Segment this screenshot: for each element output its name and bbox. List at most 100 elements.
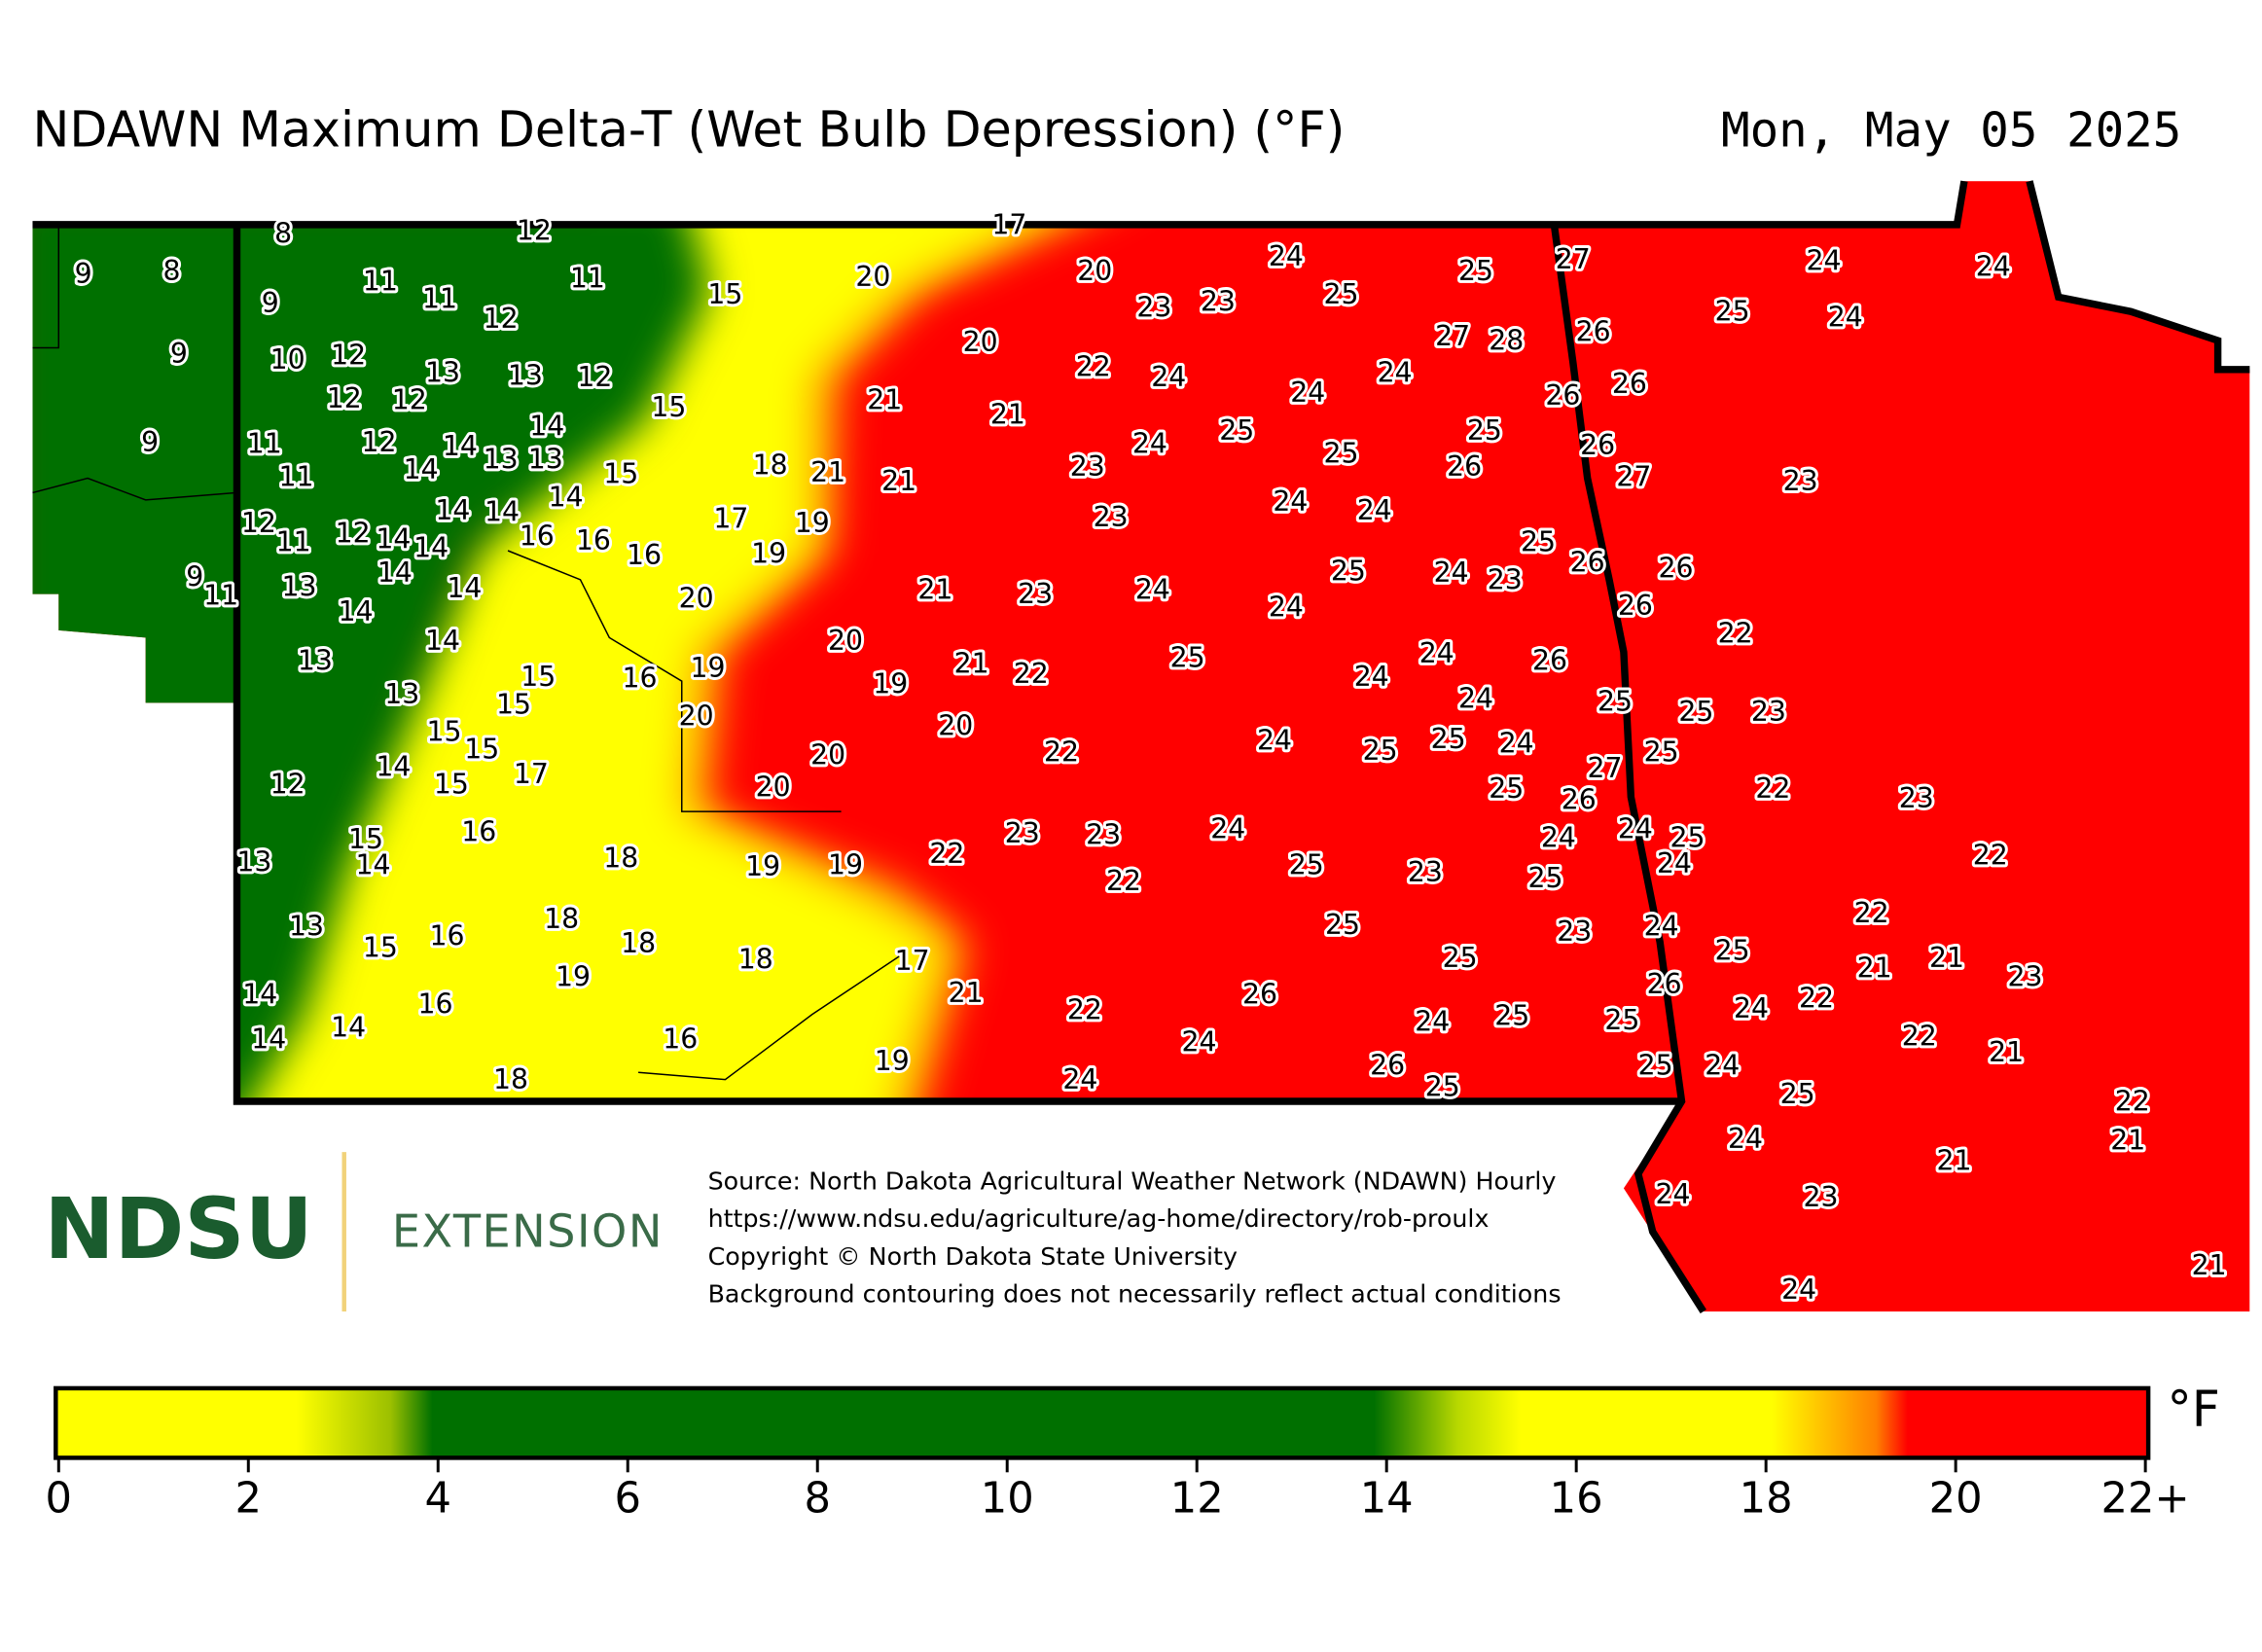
station-value: 25 (1678, 696, 1713, 728)
colorbar-tick-label: 8 (804, 1475, 830, 1524)
station-value: 16 (623, 663, 658, 695)
station-value: 25 (1715, 935, 1750, 967)
station-value: 25 (1443, 942, 1478, 974)
station-value: 11 (570, 262, 605, 294)
colorbar-tick-label: 20 (1929, 1475, 1983, 1524)
station-value: 22 (1106, 865, 1141, 897)
station-value: 24 (1806, 245, 1841, 277)
contour-background (32, 181, 2250, 1311)
station-value: 18 (753, 449, 788, 482)
station-value: 12 (336, 518, 371, 550)
station-value: 24 (1828, 302, 1863, 334)
station-value: 17 (895, 945, 930, 977)
station-value: 20 (855, 261, 890, 293)
station-value: 13 (282, 571, 317, 603)
station-value: 25 (1494, 1000, 1529, 1032)
station-value: 25 (1467, 414, 1502, 447)
station-value: 18 (544, 903, 579, 935)
station-value: 24 (1734, 992, 1769, 1024)
station-value: 24 (1644, 910, 1679, 942)
station-value: 24 (1499, 728, 1534, 760)
station-value: 20 (679, 583, 714, 615)
station-value: 26 (1242, 978, 1277, 1010)
station-value: 26 (1576, 316, 1611, 348)
station-value: 12 (392, 384, 427, 416)
station-value: 20 (810, 739, 845, 772)
station-value: 25 (1289, 849, 1324, 881)
colorbar-tick-label: 4 (425, 1475, 451, 1524)
colorbar-tick-label: 22+ (2101, 1475, 2190, 1524)
station-value: 14 (339, 595, 374, 628)
station-value: 23 (1557, 916, 1592, 948)
station-value: 23 (1408, 856, 1443, 888)
station-value: 12 (484, 303, 519, 335)
station-value: 23 (1086, 818, 1121, 850)
station-value: 25 (1644, 736, 1679, 769)
station-value: 25 (1323, 438, 1358, 470)
colorbar-tick-label: 2 (235, 1475, 262, 1524)
station-value: 15 (348, 823, 383, 855)
station-value: 24 (1269, 240, 1304, 272)
station-value: 23 (1803, 1181, 1838, 1213)
station-value: 22 (1799, 983, 1834, 1015)
station-value: 12 (517, 214, 552, 246)
colorbar-tick-label: 10 (981, 1475, 1034, 1524)
station-value: 26 (1618, 590, 1653, 622)
station-value: 9 (141, 426, 159, 458)
station-value: 26 (1562, 784, 1597, 816)
station-value: 19 (795, 507, 830, 539)
station-value: 11 (276, 526, 311, 558)
station-value: 16 (627, 539, 662, 571)
source-line: Background contouring does not necessari… (708, 1279, 1562, 1309)
station-value: 24 (1132, 427, 1167, 459)
station-value: 25 (1425, 1071, 1460, 1103)
station-value: 25 (1527, 862, 1562, 894)
station-value: 23 (2007, 960, 2042, 992)
station-value: 11 (422, 282, 457, 314)
station-value: 15 (603, 458, 638, 490)
station-value: 24 (1062, 1063, 1097, 1095)
station-value: 14 (376, 523, 411, 556)
station-value: 24 (1273, 485, 1308, 518)
station-value: 25 (1431, 723, 1466, 755)
station-value: 23 (1005, 817, 1040, 849)
station-value: 21 (1989, 1036, 2024, 1068)
station-value: 11 (247, 427, 282, 459)
station-value: 18 (603, 842, 638, 874)
colorbar-tick-label: 12 (1170, 1475, 1224, 1524)
station-value: 26 (1659, 552, 1694, 584)
station-value: 14 (355, 849, 390, 881)
station-value: 9 (170, 338, 188, 370)
station-value: 25 (1323, 278, 1358, 310)
station-value: 11 (203, 580, 238, 612)
station-value: 24 (1419, 637, 1454, 669)
station-value: 12 (577, 361, 612, 393)
station-value: 13 (425, 356, 460, 388)
station-value: 21 (990, 398, 1025, 430)
station-value: 13 (289, 910, 324, 942)
station-value: 14 (485, 495, 520, 527)
station-value: 19 (556, 960, 591, 992)
station-value: 15 (434, 768, 469, 800)
station-value: 21 (1929, 942, 1964, 974)
station-value: 28 (1489, 325, 1524, 357)
station-value: 19 (751, 537, 786, 569)
station-value: 20 (756, 771, 791, 803)
station-value: 24 (1415, 1006, 1450, 1038)
station-value: 23 (1070, 450, 1105, 483)
colorbar-ticks: 0 2 4 6 8 10 12 14 16 18 20 22+ (46, 1457, 2190, 1524)
station-value: 24 (1434, 557, 1469, 589)
station-value: 15 (464, 734, 499, 766)
station-value: 24 (1657, 847, 1692, 880)
station-value: 24 (1257, 725, 1292, 757)
station-value: 25 (1670, 821, 1705, 853)
station-value: 26 (1647, 968, 1682, 1000)
station-value: 9 (262, 287, 279, 319)
station-value: 24 (1541, 821, 1576, 853)
station-value: 20 (938, 710, 973, 742)
station-value: 25 (1170, 642, 1205, 674)
station-value: 18 (493, 1063, 528, 1095)
map-date: Mon, May 05 2025 (1721, 102, 2181, 159)
station-value: 14 (443, 430, 478, 462)
